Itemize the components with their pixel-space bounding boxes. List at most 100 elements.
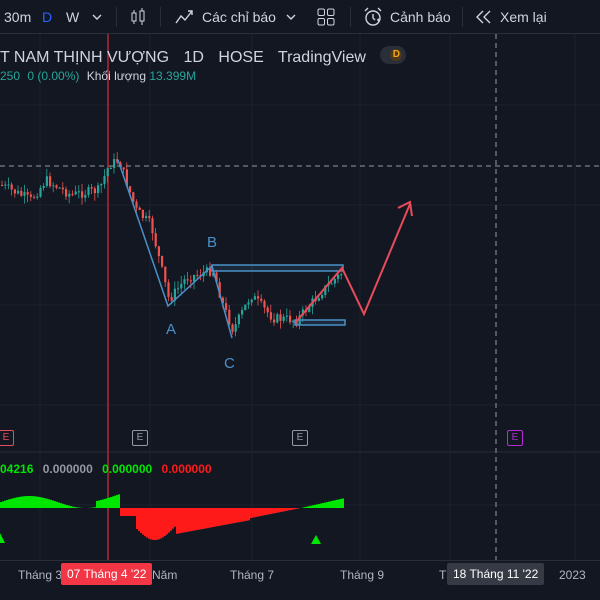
histogram-bar (120, 508, 122, 516)
interval-d-button[interactable]: D (42, 0, 52, 34)
candle-body (122, 167, 125, 170)
histogram-bar (290, 508, 292, 510)
chart-type-button[interactable] (128, 0, 148, 34)
histogram-bar (48, 499, 50, 508)
event-marker[interactable]: E (132, 430, 148, 446)
histogram-bar (308, 506, 310, 508)
histogram-bar (160, 508, 162, 539)
toolbar-divider (116, 7, 117, 27)
candle-body (180, 283, 183, 289)
candle-body (215, 272, 218, 283)
histogram-bar (184, 508, 186, 533)
candle-body (138, 207, 141, 210)
candle-body (13, 189, 16, 194)
indicator-value-4: 0.000000 (161, 462, 212, 476)
candle-body (100, 183, 103, 186)
histogram-bar (220, 508, 222, 526)
time-axis-tick: Tháng 3 (18, 568, 63, 582)
candle-body (29, 194, 32, 197)
price-change: 0 (0.00%) (27, 69, 80, 83)
candle-body (289, 315, 292, 323)
candle-body (292, 320, 295, 323)
histogram-bar (228, 508, 230, 525)
candle-body (55, 185, 58, 188)
histogram-bar (252, 508, 254, 518)
histogram-bar (236, 508, 238, 523)
histogram-bar (194, 508, 196, 531)
event-marker[interactable]: E (0, 430, 14, 446)
legend-source: TradingView (277, 49, 366, 66)
symbol-name[interactable]: T NAM THỊNH VƯỢNG (0, 49, 170, 66)
selected-date-label: 07 Tháng 4 '22 (61, 563, 153, 585)
candle-body (234, 324, 237, 332)
candle-body (330, 283, 333, 285)
indicators-button[interactable]: Các chỉ báo (174, 0, 298, 34)
histogram-bar (278, 508, 280, 513)
price-value: 250 (0, 69, 21, 83)
replay-button[interactable]: Xem lại (474, 0, 547, 34)
histogram-bar (200, 508, 202, 530)
histogram-bar (226, 508, 228, 525)
histogram-bar (138, 508, 140, 531)
histogram-bar (254, 508, 256, 518)
histogram-bar (22, 496, 24, 508)
histogram-bar (12, 498, 14, 508)
interval-w-button[interactable]: W (66, 0, 79, 34)
histogram-bar (328, 501, 330, 508)
histogram-bar (98, 500, 100, 508)
candle-body (212, 272, 215, 276)
delayed-badge[interactable]: D (380, 46, 407, 64)
histogram-bar (146, 508, 148, 538)
histogram-bar (214, 508, 216, 527)
interval-dropdown-button[interactable] (90, 0, 104, 34)
candle-body (321, 294, 324, 299)
histogram-bar (266, 508, 268, 515)
histogram-bar (102, 499, 104, 508)
candle-body (257, 296, 260, 299)
candle-body (247, 302, 250, 305)
event-marker[interactable]: E (507, 430, 523, 446)
candle-body (145, 216, 148, 219)
event-marker[interactable]: E (292, 430, 308, 446)
replay-label: Xem lại (500, 9, 547, 25)
histogram-bar (248, 508, 250, 521)
histogram-bar (188, 508, 190, 532)
histogram-bar (174, 508, 176, 527)
candle-body (113, 159, 116, 169)
histogram-bar (54, 501, 56, 508)
candle-body (68, 193, 71, 197)
histogram-bar (196, 508, 198, 531)
interval-30m-button[interactable]: 30m (4, 0, 31, 34)
alerts-button[interactable]: Cảnh báo (362, 0, 451, 34)
histogram-bar (222, 508, 224, 526)
histogram-bar (10, 498, 12, 508)
histogram-bar (210, 508, 212, 528)
histogram-bar (294, 508, 296, 510)
histogram-bar (260, 508, 262, 516)
candlestick-series (1, 152, 343, 337)
price-chart[interactable]: A B C (0, 34, 600, 560)
histogram-bar (206, 508, 208, 529)
histogram-bar (4, 500, 6, 508)
layouts-button[interactable] (316, 0, 336, 34)
toolbar-divider (160, 7, 161, 27)
histogram-bar (34, 496, 36, 508)
time-axis-tick: Tháng 9 (340, 568, 385, 582)
histogram-bar (334, 500, 336, 508)
histogram-bar (158, 508, 160, 540)
candle-body (189, 280, 192, 282)
volume-value: 13.399M (149, 69, 197, 83)
candle-body (4, 184, 7, 186)
histogram-bar (170, 508, 172, 531)
histogram-bar (326, 502, 328, 508)
candle-body (7, 184, 10, 186)
candle-body (71, 193, 74, 195)
histogram-bar (168, 508, 170, 533)
histogram-bar (14, 497, 16, 508)
histogram-bar (128, 508, 130, 516)
candle-body (141, 209, 144, 219)
candle-body (10, 184, 13, 190)
candle-body (81, 191, 84, 198)
histogram-bar (68, 505, 70, 508)
histogram-bar (216, 508, 218, 527)
